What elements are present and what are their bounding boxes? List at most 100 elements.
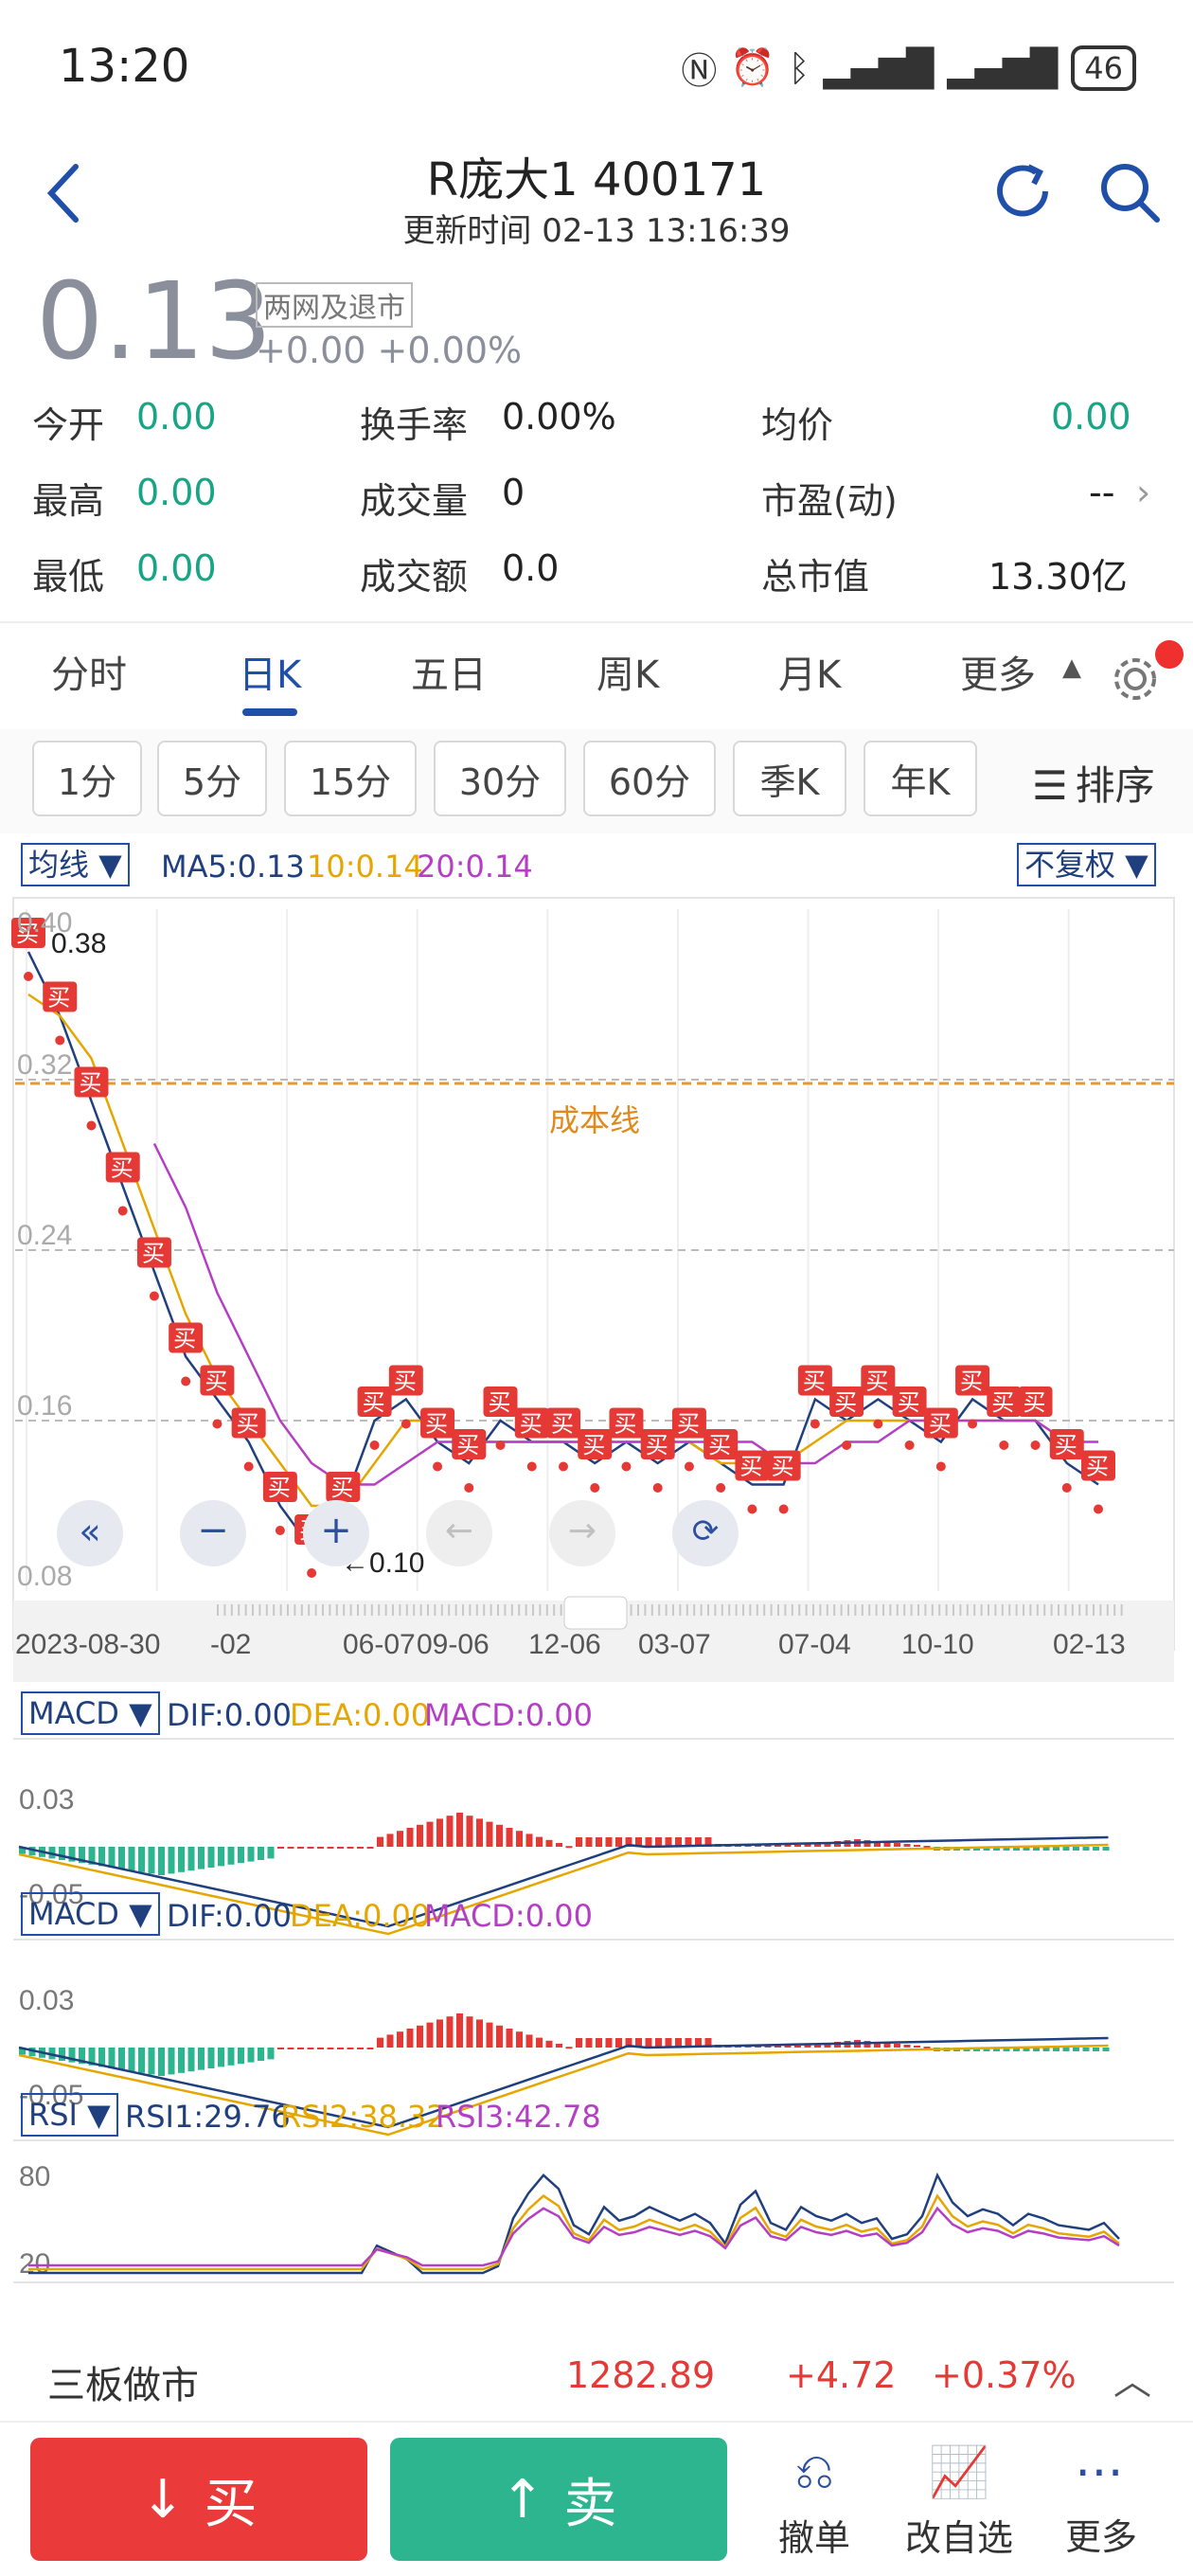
x-tick-label: 02-13 — [1053, 1629, 1126, 1660]
macd-bar — [804, 1844, 811, 1847]
zoom-in-icon[interactable]: + — [303, 1500, 369, 1566]
quote-label: 总市值 — [761, 556, 870, 598]
macd-bar — [1023, 1847, 1030, 1851]
quote-grid: 今开 0.00 换手率 0.00% 均价 0.00 最高 0.00 成交量 0 … — [32, 396, 1168, 623]
buy-marker — [609, 1407, 644, 1439]
arrow-left-icon[interactable]: ← — [426, 1500, 492, 1566]
buy-marker — [640, 1429, 675, 1459]
current-price: 0.13 — [36, 260, 273, 384]
macd-bar — [556, 1843, 562, 1847]
macd-bar — [864, 1840, 871, 1847]
interval-year[interactable]: 年K — [864, 741, 977, 816]
trade-dot — [243, 1461, 254, 1472]
max-price-label: 0.38 — [51, 928, 106, 959]
macd-bar — [187, 1847, 195, 1871]
macd-bar — [1033, 1847, 1040, 1851]
sell-button[interactable]: ↑ 卖 — [390, 2438, 727, 2561]
interval-30min[interactable]: 30分 — [434, 741, 566, 816]
chevron-right-icon[interactable]: › — [1136, 472, 1151, 513]
search-icon[interactable] — [1096, 159, 1163, 225]
macd-bar — [357, 1847, 364, 1849]
sort-button[interactable]: ☰ 排序 — [1032, 754, 1155, 812]
interval-quarter[interactable]: 季K — [733, 741, 846, 816]
edit-watchlist-button[interactable]: 📈 改自选 — [898, 2443, 1021, 2567]
kline-chart[interactable]: 买买买买买买买买买买买买买买买买买买买买买买买买买买买买买买买买买买买 0.40… — [0, 890, 1193, 2292]
header: R庞大1 400171 更新时间 02-13 13:16:39 — [0, 133, 1193, 256]
tab-monthly-k[interactable]: 月K — [778, 653, 842, 697]
tab-more[interactable]: 更多 — [960, 653, 1036, 697]
interval-1min[interactable]: 1分 — [32, 741, 142, 816]
buy-marker-label: 买 — [111, 1155, 134, 1182]
macd-bar — [277, 2048, 284, 2049]
buy-marker — [169, 1322, 204, 1353]
macd1-select[interactable]: MACD ▼ — [21, 1691, 160, 1735]
chevron-up-icon[interactable]: ︿ — [1113, 2360, 1151, 2404]
macd-bar — [1093, 1847, 1099, 1851]
tab-weekly-k[interactable]: 周K — [596, 653, 660, 697]
rsi-select[interactable]: RSI ▼ — [21, 2093, 118, 2137]
cancel-order-button[interactable]: ⎌ 撤单 — [753, 2443, 876, 2567]
buy-marker-label: 买 — [330, 1475, 353, 1501]
macd-bar — [1082, 2048, 1090, 2051]
trade-dot — [968, 1419, 978, 1429]
buy-marker — [955, 1365, 990, 1396]
refresh-icon[interactable] — [990, 159, 1057, 225]
ma5-value: MA5:0.13 — [161, 849, 305, 885]
macd-bar — [486, 2022, 493, 2048]
macd2-macd: MACD:0.00 — [424, 1898, 593, 1934]
battery-icon: 46 — [1071, 45, 1136, 91]
quote-value: 0.00 — [1051, 396, 1131, 438]
macd-bar — [525, 1834, 533, 1847]
zoom-out-icon[interactable]: − — [180, 1500, 246, 1566]
macd-bar — [287, 1847, 294, 1849]
rewind-icon[interactable]: « — [57, 1500, 123, 1566]
buy-marker — [514, 1407, 549, 1439]
macd2-select[interactable]: MACD ▼ — [21, 1892, 160, 1936]
buy-marker — [357, 1386, 392, 1417]
x-tick-label: -02 — [210, 1629, 251, 1660]
macd-bar — [685, 1837, 692, 1847]
macd-y-bottom: -0.05 — [19, 2080, 83, 2111]
macd-bar — [565, 1846, 573, 1849]
adjust-select[interactable]: 不复权 ▼ — [1017, 843, 1156, 886]
y-tick-label: 0.24 — [17, 1220, 72, 1251]
interval-5min[interactable]: 5分 — [157, 741, 267, 816]
macd2-header: MACD ▼ DIF:0.00 DEA:0.00 MACD:0.00 — [19, 1890, 1174, 1938]
gear-icon[interactable] — [1110, 653, 1161, 705]
market-index-row[interactable]: 三板做市 1282.89 +4.72 +0.37% ︿ — [0, 2330, 1193, 2415]
buy-marker-label: 买 — [205, 1368, 227, 1395]
rsi2-value: RSI2:38.32 — [280, 2099, 446, 2135]
trade-dot — [275, 1526, 285, 1535]
y-tick-label: 0.32 — [17, 1049, 72, 1081]
interval-60min[interactable]: 60分 — [583, 741, 716, 816]
rotate-icon[interactable]: ⟳ — [672, 1500, 739, 1566]
buy-button[interactable]: ↓ 买 — [30, 2438, 367, 2561]
macd-bar — [585, 2038, 593, 2048]
trade-dot — [464, 1483, 474, 1493]
back-icon[interactable] — [38, 155, 95, 231]
macd-y-bottom: -0.05 — [19, 1879, 83, 1910]
macd-bar — [466, 1816, 473, 1847]
more-button[interactable]: ⋯ 更多 — [1040, 2443, 1163, 2567]
macd-bar — [914, 2046, 920, 2048]
macd-bar — [227, 1847, 235, 1865]
trade-dot — [904, 1440, 915, 1450]
edit-watchlist-label: 改自选 — [904, 2517, 1013, 2559]
indicator-select[interactable]: 均线 ▼ — [21, 843, 130, 886]
buy-marker — [1049, 1429, 1084, 1459]
macd-bar — [675, 2038, 682, 2048]
buy-marker — [546, 1407, 580, 1439]
tab-daily-k[interactable]: 日K — [239, 653, 302, 697]
tab-fenshi[interactable]: 分时 — [51, 653, 127, 697]
caret-up-icon[interactable]: ▲ — [1062, 653, 1081, 682]
quote-label: 市盈(动) — [761, 480, 898, 522]
buy-marker-label: 买 — [960, 1368, 983, 1395]
interval-15min[interactable]: 15分 — [284, 741, 417, 816]
tab-five-day[interactable]: 五日 — [411, 653, 487, 697]
macd-bar — [536, 2037, 543, 2048]
scroll-handle-icon — [563, 1596, 628, 1630]
nfc-icon: Ⓝ — [681, 50, 718, 92]
bluetooth-icon: ᛒ — [788, 46, 810, 89]
quote-label: 今开 — [32, 404, 105, 446]
arrow-right-icon[interactable]: → — [549, 1500, 615, 1566]
